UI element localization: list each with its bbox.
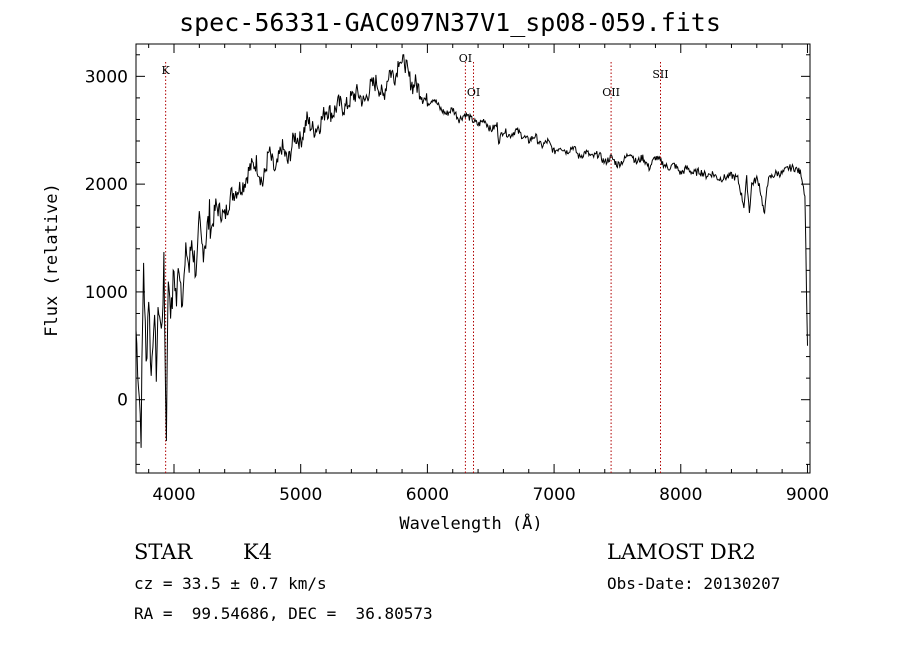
plot-frame — [135, 43, 811, 474]
observation-date: Obs-Date: 20130207 — [607, 574, 781, 593]
coordinates: RA = 99.54686, DEC = 36.80573 — [134, 604, 433, 623]
x-tick-label: 8000 — [659, 485, 702, 505]
line-marker-label: OII — [602, 86, 620, 99]
y-tick-label: 2000 — [85, 175, 128, 195]
spectrum-line — [135, 54, 808, 448]
x-tick-label: 9000 — [786, 485, 829, 505]
x-tick-label: 5000 — [279, 485, 322, 505]
line-marker-label: K — [162, 64, 171, 77]
redshift-cz: cz = 33.5 ± 0.7 km/s — [134, 574, 327, 593]
survey-release: LAMOST DR2 — [607, 540, 756, 564]
line-marker-label: OI — [467, 86, 480, 99]
y-tick-label: 3000 — [85, 67, 128, 87]
y-axis-label: Flux (relative) — [42, 183, 62, 337]
x-tick-label: 6000 — [406, 485, 449, 505]
line-marker-label: SII — [652, 68, 668, 81]
object-subclass: K4 — [243, 540, 273, 564]
x-tick-label: 7000 — [532, 485, 575, 505]
x-tick-label: 4000 — [152, 485, 195, 505]
x-axis-label: Wavelength (Å) — [399, 512, 542, 534]
y-tick-label: 0 — [117, 391, 128, 411]
object-class: STAR — [134, 540, 193, 564]
line-marker-label: OI — [459, 52, 472, 65]
chart-title: spec-56331-GAC097N37V1_sp08-059.fits — [179, 8, 721, 37]
y-tick-label: 1000 — [85, 283, 128, 303]
